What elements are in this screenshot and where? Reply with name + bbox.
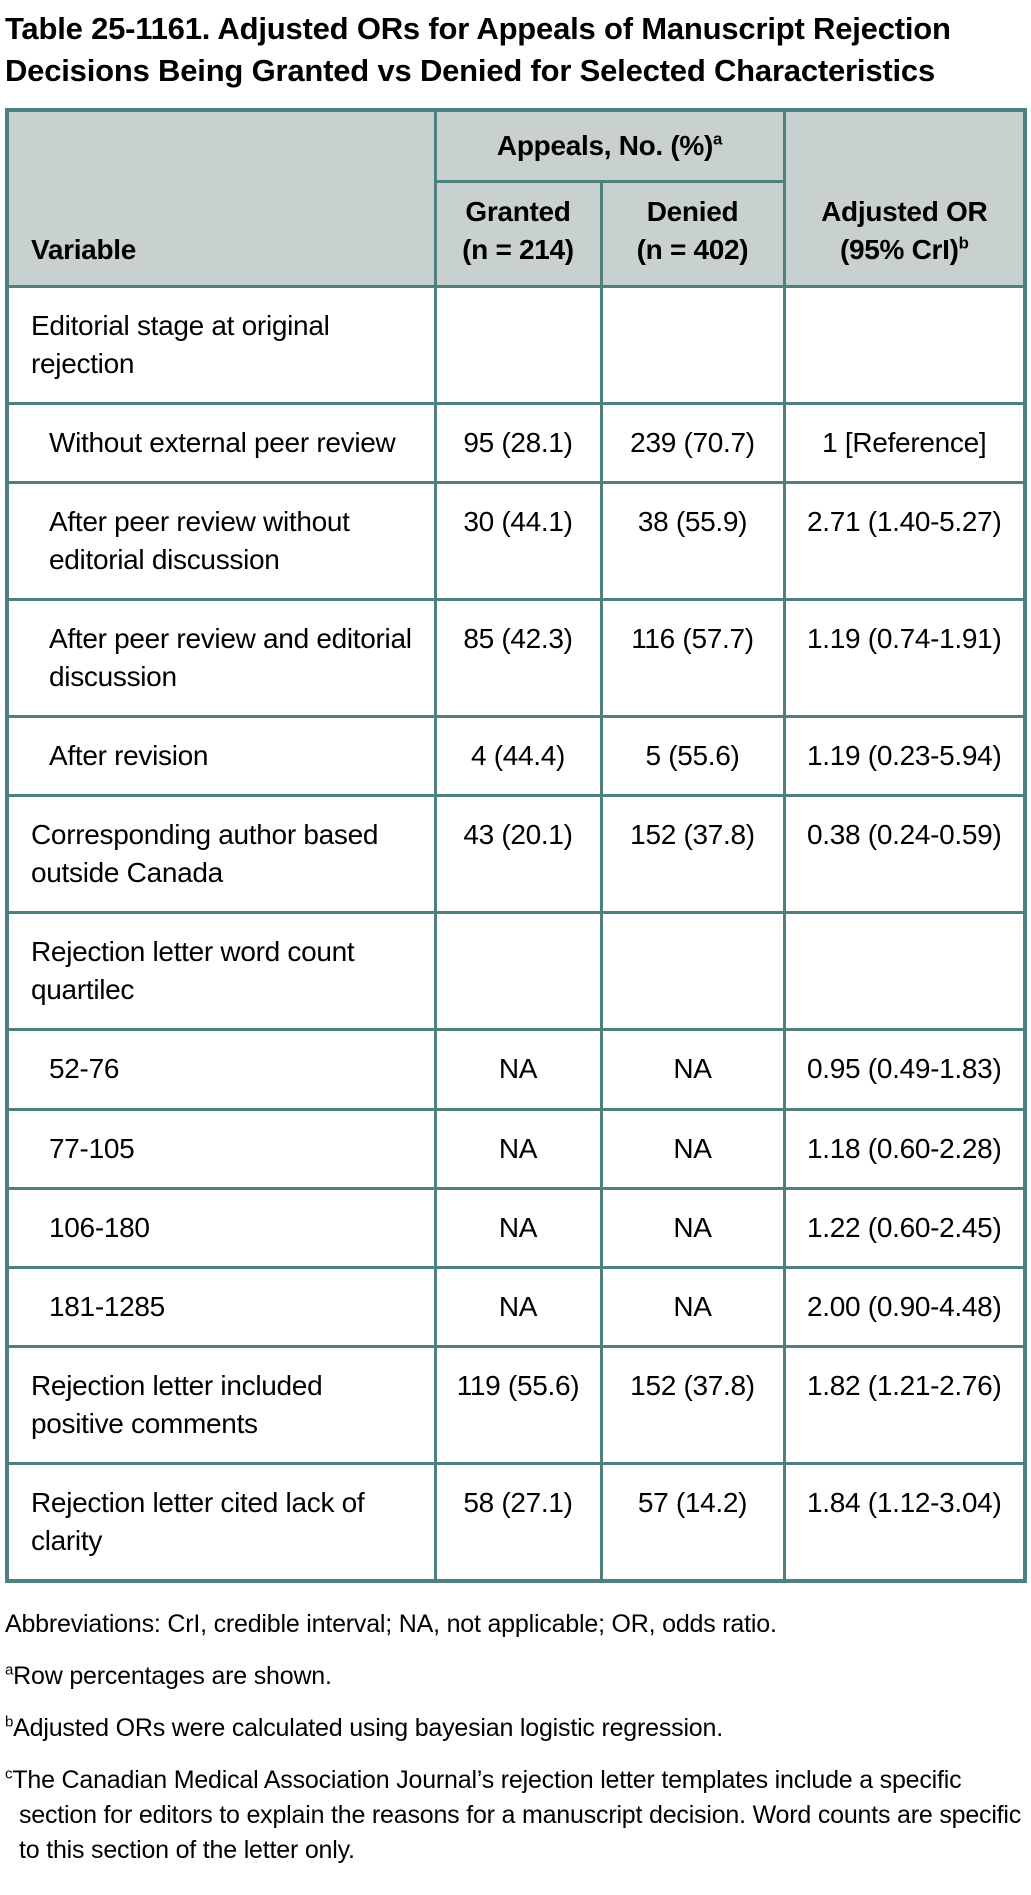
denied-cell: 57 (14.2) <box>599 1461 786 1583</box>
column-header-variable: Variable <box>5 108 437 288</box>
footnotes-section: Abbreviations: CrI, credible interval; N… <box>5 1607 1023 1868</box>
denied-cell: 152 (37.8) <box>599 1344 786 1465</box>
header-row-group: Variable Appeals, No. (%)a Adjusted OR (… <box>5 108 1027 288</box>
table-body: Editorial stage at original rejection Wi… <box>5 284 1027 1583</box>
or-cell: 1.19 (0.74-1.91) <box>782 597 1027 719</box>
variable-cell: After revision <box>5 715 437 798</box>
table-row: After peer review without editorial disc… <box>5 480 1027 601</box>
granted-cell: NA <box>433 1107 603 1190</box>
or-cell: 1 [Reference] <box>782 401 1027 484</box>
granted-cell <box>433 284 603 405</box>
or-cell: 1.84 (1.12-3.04) <box>782 1461 1027 1583</box>
page-title: Table 25-1161. Adjusted ORs for Appeals … <box>5 11 951 89</box>
column-header-denied: Denied (n = 402) <box>599 180 786 288</box>
denied-cell: NA <box>599 1265 786 1348</box>
or-cell: 1.19 (0.23-5.94) <box>782 715 1027 798</box>
or-cell: 1.82 (1.21-2.76) <box>782 1344 1027 1465</box>
or-cell: 0.38 (0.24-0.59) <box>782 794 1027 915</box>
denied-label-line1: Denied <box>646 196 739 228</box>
table-row: 77-105 NA NA 1.18 (0.60-2.28) <box>5 1107 1027 1190</box>
granted-cell: 85 (42.3) <box>433 597 603 719</box>
footnote-b-marker: b <box>5 1713 14 1731</box>
variable-cell: 52-76 <box>5 1028 437 1111</box>
granted-cell: 43 (20.1) <box>433 794 603 915</box>
footnote-c-text: The Canadian Medical Association Journal… <box>12 1766 1022 1865</box>
variable-header-label: Variable <box>31 234 137 266</box>
variable-cell: Rejection letter word count quartilec <box>5 911 437 1032</box>
footnote-a-marker: a <box>5 1661 14 1679</box>
granted-cell: NA <box>433 1186 603 1269</box>
granted-cell: NA <box>433 1265 603 1348</box>
denied-cell: 239 (70.7) <box>599 401 786 484</box>
table-row: Editorial stage at original rejection <box>5 284 1027 405</box>
granted-cell: 58 (27.1) <box>433 1461 603 1583</box>
footnote-c-marker: c <box>5 1765 13 1783</box>
variable-cell: Rejection letter included positive comme… <box>5 1344 437 1465</box>
denied-cell: NA <box>599 1107 786 1190</box>
header-row-columns: Granted (n = 214) Denied (n = 402) <box>7 180 1025 288</box>
variable-cell: 106-180 <box>5 1186 437 1269</box>
column-header-granted: Granted (n = 214) <box>433 180 603 288</box>
footnote-marker-b: b <box>958 234 969 254</box>
or-cell: 1.22 (0.60-2.45) <box>782 1186 1027 1269</box>
table-row: Corresponding author based outside Canad… <box>5 794 1027 915</box>
denied-cell: NA <box>599 1028 786 1111</box>
variable-cell: After peer review and editorial discussi… <box>5 597 437 719</box>
table-row: 181-1285 NA NA 2.00 (0.90-4.48) <box>5 1265 1027 1348</box>
table-header: Variable Appeals, No. (%)a Adjusted OR (… <box>5 108 1027 288</box>
denied-cell: 38 (55.9) <box>599 480 786 601</box>
table-row: Rejection letter included positive comme… <box>5 1344 1027 1465</box>
footnote-b: bAdjusted ORs were calculated using baye… <box>5 1711 1023 1746</box>
denied-cell: 152 (37.8) <box>599 794 786 915</box>
denied-label-line2: (n = 402) <box>636 234 749 266</box>
or-cell: 2.00 (0.90-4.48) <box>782 1265 1027 1348</box>
column-header-adjusted-or: Adjusted OR (95% CrI)b <box>782 108 1027 288</box>
footnote-b-text: Adjusted ORs were calculated using bayes… <box>13 1714 723 1743</box>
adjusted-or-label-line2: (95% CrI)b <box>839 234 969 266</box>
variable-cell: Editorial stage at original rejection <box>5 284 437 405</box>
variable-cell: Without external peer review <box>5 401 437 484</box>
or-cell: 1.18 (0.60-2.28) <box>782 1107 1027 1190</box>
table-row: After revision 4 (44.4) 5 (55.6) 1.19 (0… <box>5 715 1027 798</box>
variable-cell: 181-1285 <box>5 1265 437 1348</box>
footnote-marker-a: a <box>713 129 723 149</box>
or-cell: 2.71 (1.40-5.27) <box>782 480 1027 601</box>
denied-cell <box>599 911 786 1032</box>
footnote-a: aRow percentages are shown. <box>5 1659 1023 1694</box>
denied-cell: NA <box>599 1186 786 1269</box>
footnote-c: cThe Canadian Medical Association Journa… <box>5 1763 1023 1868</box>
or-cell <box>782 284 1027 405</box>
footnote-a-text: Row percentages are shown. <box>13 1662 332 1691</box>
table-row: 106-180 NA NA 1.22 (0.60-2.45) <box>5 1186 1027 1269</box>
table-row: Without external peer review 95 (28.1) 2… <box>5 401 1027 484</box>
table-row: After peer review and editorial discussi… <box>5 597 1027 719</box>
granted-cell: NA <box>433 1028 603 1111</box>
variable-cell: After peer review without editorial disc… <box>5 480 437 601</box>
appeals-group-label: Appeals, No. (%) <box>496 130 714 162</box>
table-row: 52-76 NA NA 0.95 (0.49-1.83) <box>5 1028 1027 1111</box>
or-cell <box>782 911 1027 1032</box>
or-cell: 0.95 (0.49-1.83) <box>782 1028 1027 1111</box>
data-table: Variable Appeals, No. (%)a Adjusted OR (… <box>5 108 1028 1584</box>
table-row: Rejection letter word count quartilec <box>5 911 1027 1032</box>
granted-cell <box>433 911 603 1032</box>
variable-cell: Corresponding author based outside Canad… <box>5 794 437 915</box>
variable-cell: Rejection letter cited lack of clarity <box>5 1461 437 1583</box>
abbreviations-note: Abbreviations: CrI, credible interval; N… <box>5 1610 777 1639</box>
granted-cell: 4 (44.4) <box>433 715 603 798</box>
variable-cell: 77-105 <box>5 1107 437 1190</box>
denied-cell: 5 (55.6) <box>599 715 786 798</box>
denied-cell: 116 (57.7) <box>599 597 786 719</box>
granted-cell: 30 (44.1) <box>433 480 603 601</box>
table-row: Rejection letter cited lack of clarity 5… <box>5 1461 1027 1583</box>
granted-label-line2: (n = 214) <box>462 234 574 266</box>
denied-cell <box>599 284 786 405</box>
granted-label-line1: Granted <box>465 196 571 228</box>
adjusted-or-label-line1: Adjusted OR <box>821 196 988 228</box>
granted-cell: 95 (28.1) <box>433 401 603 484</box>
granted-cell: 119 (55.6) <box>433 1344 603 1465</box>
column-group-header-appeals: Appeals, No. (%)a <box>433 108 786 184</box>
